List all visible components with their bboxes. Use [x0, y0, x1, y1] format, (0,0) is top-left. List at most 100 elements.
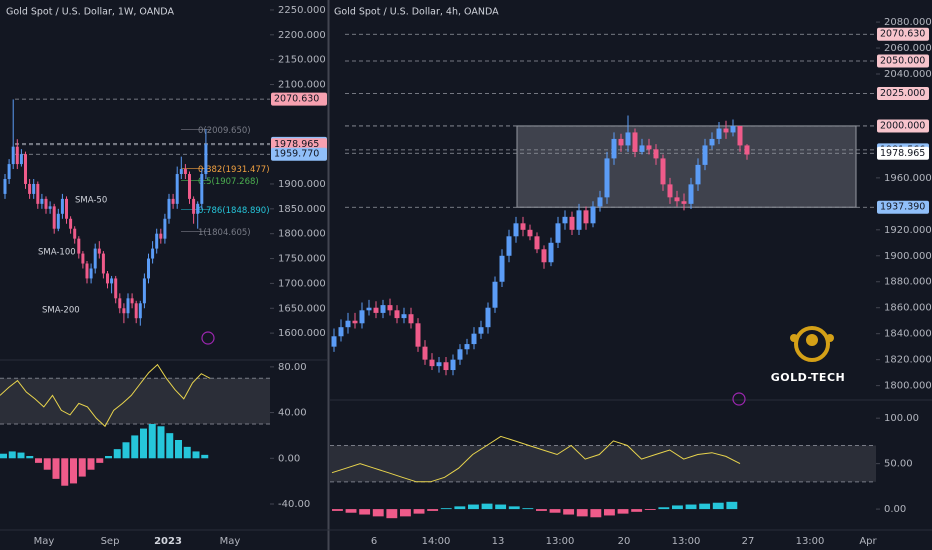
- macd-bar: [508, 506, 520, 510]
- y-tick-label: 2080.000: [884, 17, 932, 28]
- logo-ring: [794, 326, 830, 362]
- candle-body: [394, 310, 400, 319]
- candle-body: [118, 298, 122, 309]
- y-tick-label: 1800.000: [884, 381, 932, 392]
- candle-body: [415, 323, 421, 347]
- y-tick-label: 1900.000: [884, 251, 932, 262]
- candle-body: [163, 218, 167, 239]
- sma-label: SMA-100: [38, 248, 76, 258]
- candle-body: [688, 184, 694, 204]
- candle-body: [506, 236, 512, 256]
- candle-body: [723, 128, 729, 133]
- candle-body: [478, 327, 484, 334]
- rsi-band: [0, 378, 270, 424]
- macd-bar: [140, 428, 147, 459]
- y-tick-label: 2060.000: [884, 43, 932, 54]
- candle-body: [660, 158, 666, 185]
- price-tag: [877, 119, 929, 133]
- candle-body: [667, 184, 673, 198]
- macd-bar: [61, 458, 69, 486]
- y-tick-label: 1860.000: [884, 303, 932, 314]
- candle-body: [40, 198, 44, 204]
- macd-bar: [26, 456, 34, 459]
- macd-bar: [78, 458, 86, 477]
- candle-body: [457, 349, 463, 360]
- flash-icon[interactable]: [201, 331, 215, 345]
- macd-bar: [440, 508, 452, 510]
- candle-body: [77, 238, 81, 254]
- price-tag-label: 1959.770: [274, 149, 319, 160]
- candle-body: [618, 138, 624, 146]
- candle-body: [188, 174, 191, 199]
- candle-body: [7, 164, 11, 179]
- candle-body: [114, 278, 118, 299]
- candle-body: [653, 149, 659, 159]
- y-tick-label: 1750.000: [278, 254, 326, 265]
- candle-body: [36, 183, 40, 204]
- candle-body: [15, 146, 19, 165]
- y-tick-label: -40.00: [278, 499, 310, 510]
- candle-body: [19, 154, 23, 165]
- flash-icon[interactable]: [732, 392, 746, 406]
- y-tick-label: 2100.000: [278, 80, 326, 91]
- candle-body: [443, 362, 449, 371]
- sma-label: SMA-50: [75, 196, 107, 206]
- y-tick-label: 2150.000: [278, 55, 326, 66]
- candle-body: [366, 307, 372, 311]
- price-tag: [877, 54, 929, 68]
- macd-bar: [617, 509, 629, 514]
- candle-body: [101, 253, 105, 274]
- candle-body: [155, 233, 159, 249]
- price-tag-label: 2070.630: [274, 94, 319, 105]
- logo-text: GOLD-TECH: [771, 371, 845, 384]
- candle-body: [359, 310, 365, 324]
- x-tick-label: 6: [371, 536, 377, 547]
- y-tick-label: 0.00: [278, 453, 300, 464]
- macd-bar: [604, 509, 615, 516]
- price-tag: [877, 27, 929, 41]
- candle-body: [3, 178, 7, 194]
- candle-body: [106, 273, 109, 284]
- candle-body: [625, 132, 631, 146]
- y-tick-label: 1920.000: [884, 225, 932, 236]
- macd-bar: [495, 504, 507, 510]
- macd-bar: [0, 453, 7, 459]
- macd-bar: [699, 503, 711, 510]
- price-tag-label: 2025.000: [880, 88, 925, 99]
- candle-body: [597, 197, 603, 207]
- macd-bar: [658, 507, 670, 510]
- candle-body: [513, 223, 519, 237]
- macd-bar: [726, 501, 738, 510]
- macd-bar: [87, 458, 95, 470]
- candle-body: [716, 128, 722, 139]
- candle-body: [175, 174, 179, 204]
- macd-bar: [563, 509, 575, 515]
- candle-body: [204, 144, 208, 175]
- candle-body: [450, 359, 456, 371]
- fib-label: 0.5(1907.268): [198, 177, 259, 187]
- candle-body: [541, 249, 547, 263]
- x-tick-label: 13:00: [672, 536, 701, 547]
- candle-body: [200, 174, 204, 204]
- macd-bar: [8, 451, 16, 459]
- macd-bar: [359, 509, 371, 515]
- candle-body: [408, 314, 414, 324]
- candle-body: [387, 305, 393, 311]
- macd-bar: [345, 509, 357, 513]
- y-tick-label: 1900.000: [278, 179, 326, 190]
- x-tick-label: 13:00: [796, 536, 825, 547]
- x-tick-label: Apr: [859, 536, 877, 547]
- macd-bar: [549, 509, 561, 513]
- candle-body: [65, 198, 68, 219]
- candle-body: [192, 198, 196, 214]
- x-tick-label: 20: [618, 536, 631, 547]
- macd-bar: [332, 509, 343, 511]
- candle-body: [604, 158, 610, 198]
- candle-body: [611, 138, 617, 159]
- y-tick-label: 1600.000: [278, 328, 326, 339]
- price-tag-label: 1937.390: [880, 202, 925, 213]
- y-tick-label: 50.00: [884, 459, 913, 470]
- candle-body: [134, 303, 138, 319]
- candle-body: [674, 197, 680, 202]
